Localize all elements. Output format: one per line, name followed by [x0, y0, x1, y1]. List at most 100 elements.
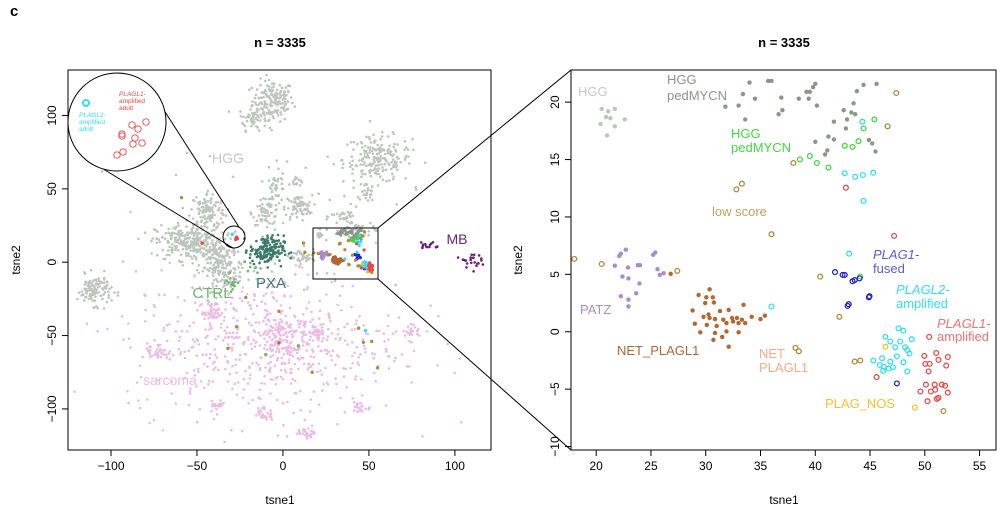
point-sarcoma [417, 327, 420, 331]
point-sarcoma [375, 329, 378, 333]
point-hgg [91, 299, 94, 302]
point-sarcoma [163, 349, 166, 352]
point-sarcoma [214, 301, 217, 305]
point-plagl2_amplified [887, 358, 894, 365]
point-hgg [294, 175, 297, 179]
point-hgg [325, 238, 328, 242]
point-hgg [81, 293, 85, 297]
point-hgg [371, 146, 375, 150]
point-sarcoma [274, 382, 278, 386]
point-hgg [279, 102, 283, 106]
point-hgg [181, 247, 185, 251]
point-sarcoma [300, 266, 304, 269]
point-sarcoma [185, 371, 189, 375]
point-hgg [365, 149, 368, 153]
point-hgg [95, 278, 98, 282]
point-hgg [293, 178, 297, 181]
point-hgg [263, 117, 266, 120]
point-hgg [253, 96, 257, 100]
point-pxa [270, 253, 274, 257]
point-hgg [211, 274, 215, 277]
point-hgg [181, 231, 184, 235]
point-hgg [273, 215, 276, 219]
point-sarcoma [289, 367, 293, 371]
point-plag_nos [882, 343, 889, 350]
point-sarcoma [218, 313, 222, 317]
point-net_plagl1 [739, 317, 745, 322]
point-hgg [369, 221, 372, 225]
point-hgg [101, 297, 104, 301]
point-hgg [263, 124, 267, 128]
point-hgg [178, 237, 181, 240]
point-sarcoma [281, 326, 285, 329]
point-low_score [316, 251, 320, 256]
point-net_plagl1 [710, 295, 715, 300]
point-hgg [195, 228, 198, 232]
point-hgg [107, 290, 110, 294]
point-hgg [257, 129, 261, 132]
point-hgg [267, 214, 270, 217]
y-tick-label: 10 [548, 210, 562, 224]
point-hgg [381, 156, 385, 160]
point-hgg [224, 214, 228, 217]
point-hgg [368, 196, 372, 199]
point-sarcoma [252, 329, 256, 332]
point-hgg [205, 205, 209, 208]
point-hgg [286, 254, 290, 258]
point-hgg [156, 253, 159, 257]
point-hgg [278, 83, 282, 87]
point-net_plagl1 [698, 330, 703, 335]
point-hgg [184, 243, 187, 246]
point-net_plagl1 [762, 313, 768, 318]
point-sarcoma [206, 342, 210, 345]
point-hgg [346, 143, 349, 146]
point-sarcoma [271, 338, 274, 341]
point-hgg_pedmycn [740, 91, 746, 97]
point-net_plagl1 [706, 312, 711, 317]
point-mb [428, 245, 431, 249]
point-hgg [599, 106, 604, 112]
point-hgg [299, 252, 303, 255]
point-sarcoma [197, 367, 200, 371]
point-hgg [229, 237, 232, 241]
point-hgg_pedmycn [807, 89, 812, 95]
point-sarcoma [293, 314, 296, 317]
point-hgg [380, 135, 384, 138]
point-hgg [369, 141, 373, 144]
zoom-connector-top [377, 69, 572, 229]
point-pxa [252, 262, 256, 266]
point-hgg [304, 166, 308, 170]
point-hgg [83, 271, 86, 274]
point-hgg_pedmycn [841, 108, 846, 113]
point-hgg [376, 160, 380, 164]
point-sarcoma [106, 327, 109, 331]
point-sarcoma [357, 363, 361, 367]
overview-title: n = 3335 [254, 35, 306, 50]
point-sarcoma [260, 300, 264, 303]
point-hgg [389, 167, 393, 171]
point-pxa [266, 266, 270, 269]
point-sarcoma [312, 432, 315, 435]
label-low-score: low score [712, 204, 767, 219]
point-hgg [282, 105, 286, 109]
point-sarcoma [336, 423, 339, 426]
point-hgg [371, 152, 375, 156]
point-hgg [317, 192, 321, 196]
point-sarcoma [269, 378, 272, 381]
point-sarcoma [259, 334, 262, 337]
point-hgg [376, 169, 380, 173]
point-hgg [199, 236, 202, 239]
point-sarcoma [352, 400, 356, 404]
point-hgg [406, 148, 410, 151]
inset-plagl2-label: PLAGL2- amplified adult [79, 112, 108, 133]
point-hgg [203, 224, 206, 228]
point-plagl1_amplified [926, 333, 933, 340]
point-hgg [297, 204, 301, 208]
point-hgg [325, 228, 329, 231]
point-sarcoma [248, 377, 252, 380]
point-hgg [217, 259, 220, 263]
point-sarcoma [257, 321, 261, 325]
point-hgg [258, 204, 262, 208]
point-hgg [195, 220, 199, 223]
point-hgg [277, 194, 281, 197]
